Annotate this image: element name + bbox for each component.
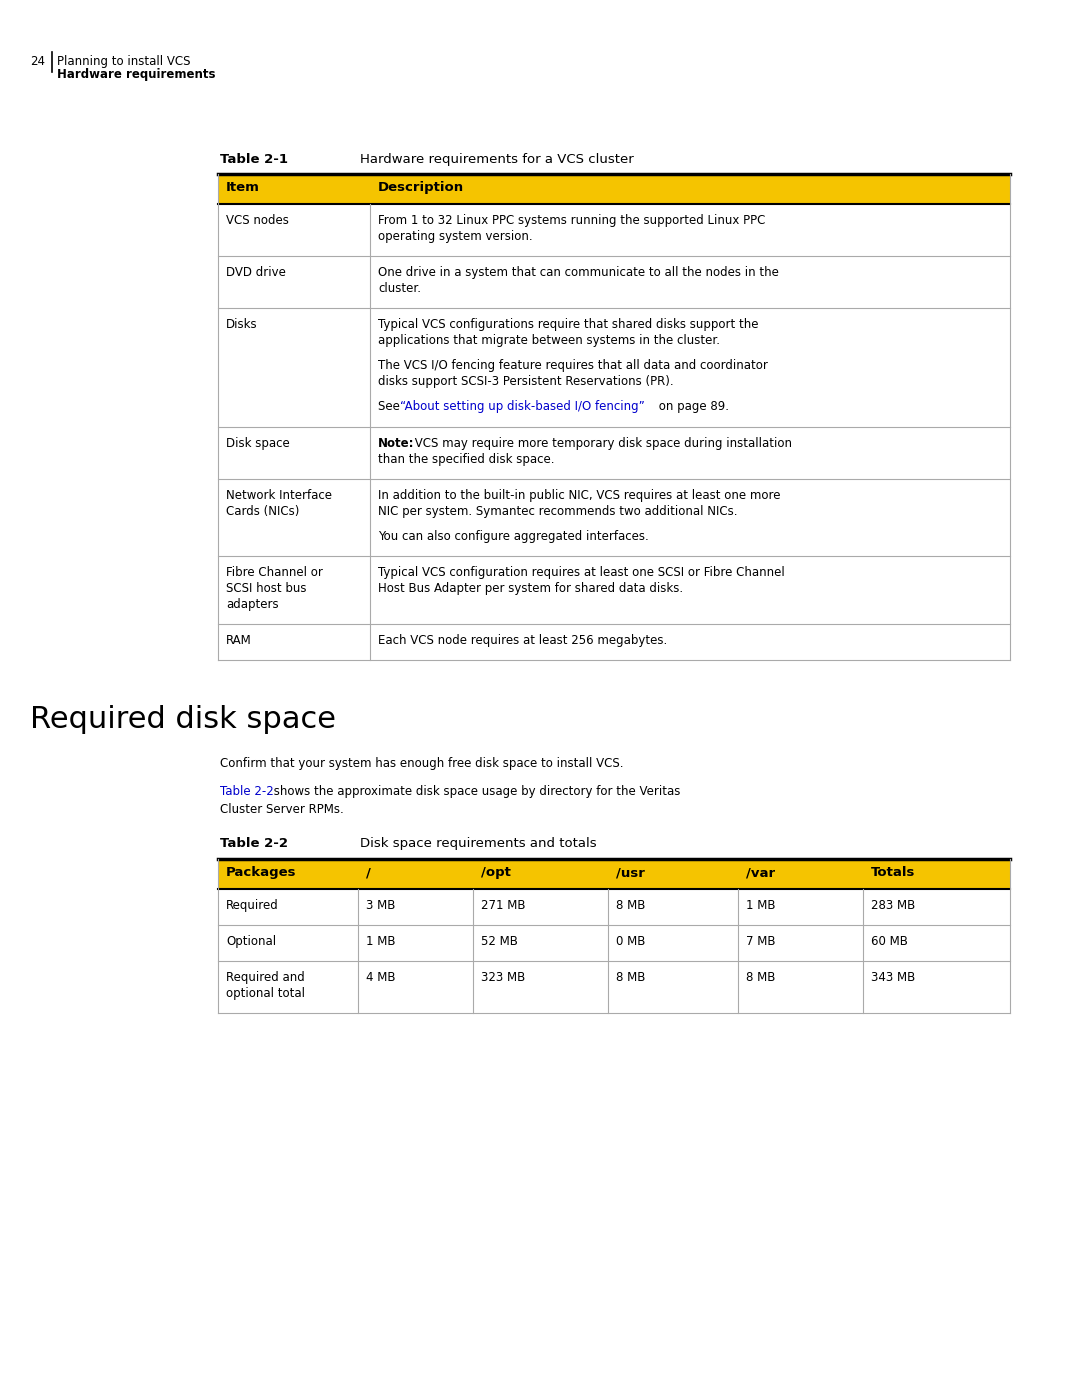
Text: VCS nodes: VCS nodes bbox=[226, 214, 288, 228]
Text: Typical VCS configurations require that shared disks support the: Typical VCS configurations require that … bbox=[378, 318, 758, 330]
Text: on page 89.: on page 89. bbox=[654, 400, 729, 414]
Text: 0 MB: 0 MB bbox=[616, 936, 646, 948]
Text: adapters: adapters bbox=[226, 598, 279, 611]
Text: Item: Item bbox=[226, 180, 260, 194]
Text: 1 MB: 1 MB bbox=[746, 899, 775, 912]
Text: See: See bbox=[378, 400, 404, 414]
Text: 60 MB: 60 MB bbox=[870, 936, 908, 948]
Text: VCS may require more temporary disk space during installation: VCS may require more temporary disk spac… bbox=[411, 437, 792, 450]
Text: Totals: Totals bbox=[870, 866, 916, 879]
Text: Required: Required bbox=[226, 899, 279, 912]
Text: DVD drive: DVD drive bbox=[226, 266, 286, 279]
Text: /var: /var bbox=[746, 866, 775, 879]
Text: SCSI host bus: SCSI host bus bbox=[226, 582, 307, 595]
Text: The VCS I/O fencing feature requires that all data and coordinator: The VCS I/O fencing feature requires tha… bbox=[378, 359, 768, 372]
Text: Packages: Packages bbox=[226, 866, 297, 879]
Text: Disks: Disks bbox=[226, 318, 258, 330]
Text: shows the approximate disk space usage by directory for the Veritas: shows the approximate disk space usage b… bbox=[270, 786, 680, 798]
Text: From 1 to 32 Linux PPC systems running the supported Linux PPC: From 1 to 32 Linux PPC systems running t… bbox=[378, 214, 766, 228]
Text: Required and: Required and bbox=[226, 972, 305, 984]
Text: One drive in a system that can communicate to all the nodes in the: One drive in a system that can communica… bbox=[378, 266, 779, 279]
Text: cluster.: cluster. bbox=[378, 282, 421, 296]
Text: Typical VCS configuration requires at least one SCSI or Fibre Channel: Typical VCS configuration requires at le… bbox=[378, 566, 785, 579]
Text: disks support SCSI-3 Persistent Reservations (PR).: disks support SCSI-3 Persistent Reservat… bbox=[378, 375, 674, 389]
Text: 4 MB: 4 MB bbox=[366, 972, 395, 984]
Text: Host Bus Adapter per system for shared data disks.: Host Bus Adapter per system for shared d… bbox=[378, 582, 684, 595]
Text: Cards (NICs): Cards (NICs) bbox=[226, 505, 299, 518]
Text: 3 MB: 3 MB bbox=[366, 899, 395, 912]
Text: Required disk space: Required disk space bbox=[30, 705, 336, 734]
Text: You can also configure aggregated interfaces.: You can also configure aggregated interf… bbox=[378, 530, 649, 543]
Text: Hardware requirements: Hardware requirements bbox=[57, 68, 216, 81]
Text: /opt: /opt bbox=[481, 866, 511, 879]
Text: Table 2-2: Table 2-2 bbox=[220, 786, 273, 798]
Text: Planning to install VCS: Planning to install VCS bbox=[57, 56, 190, 68]
Text: applications that migrate between systems in the cluster.: applications that migrate between system… bbox=[378, 335, 720, 347]
Text: 271 MB: 271 MB bbox=[481, 899, 526, 912]
Text: 8 MB: 8 MB bbox=[616, 899, 646, 912]
Text: “About setting up disk-based I/O fencing”: “About setting up disk-based I/O fencing… bbox=[400, 400, 645, 414]
Text: RAM: RAM bbox=[226, 634, 252, 647]
Text: Note:: Note: bbox=[378, 437, 415, 450]
Text: NIC per system. Symantec recommends two additional NICs.: NIC per system. Symantec recommends two … bbox=[378, 505, 738, 518]
Text: 343 MB: 343 MB bbox=[870, 972, 915, 984]
Text: Hardware requirements for a VCS cluster: Hardware requirements for a VCS cluster bbox=[360, 153, 634, 167]
Text: operating system version.: operating system version. bbox=[378, 230, 532, 243]
Text: 1 MB: 1 MB bbox=[366, 936, 395, 948]
Text: 8 MB: 8 MB bbox=[746, 972, 775, 984]
Text: /: / bbox=[366, 866, 370, 879]
Text: Description: Description bbox=[378, 180, 464, 194]
Bar bbox=[218, 859, 1010, 888]
Text: 8 MB: 8 MB bbox=[616, 972, 646, 984]
Text: Optional: Optional bbox=[226, 936, 276, 948]
Text: /usr: /usr bbox=[616, 866, 645, 879]
Text: optional total: optional total bbox=[226, 987, 305, 999]
Text: than the specified disk space.: than the specified disk space. bbox=[378, 452, 554, 466]
Text: Cluster Server RPMs.: Cluster Server RPMs. bbox=[220, 804, 343, 816]
Text: Each VCS node requires at least 256 megabytes.: Each VCS node requires at least 256 mega… bbox=[378, 634, 667, 647]
Text: Table 2-1: Table 2-1 bbox=[220, 153, 288, 167]
Text: Table 2-2: Table 2-2 bbox=[220, 837, 288, 849]
Text: 323 MB: 323 MB bbox=[481, 972, 525, 984]
Text: Confirm that your system has enough free disk space to install VCS.: Confirm that your system has enough free… bbox=[220, 756, 623, 770]
Text: In addition to the built-in public NIC, VCS requires at least one more: In addition to the built-in public NIC, … bbox=[378, 489, 781, 502]
Bar bbox=[218, 174, 1010, 204]
Text: Disk space: Disk space bbox=[226, 437, 289, 450]
Text: Fibre Channel or: Fibre Channel or bbox=[226, 566, 323, 579]
Text: Network Interface: Network Interface bbox=[226, 489, 332, 502]
Text: 24: 24 bbox=[30, 56, 45, 68]
Text: 7 MB: 7 MB bbox=[746, 936, 775, 948]
Text: 52 MB: 52 MB bbox=[481, 936, 518, 948]
Text: 283 MB: 283 MB bbox=[870, 899, 915, 912]
Text: Disk space requirements and totals: Disk space requirements and totals bbox=[360, 837, 596, 849]
